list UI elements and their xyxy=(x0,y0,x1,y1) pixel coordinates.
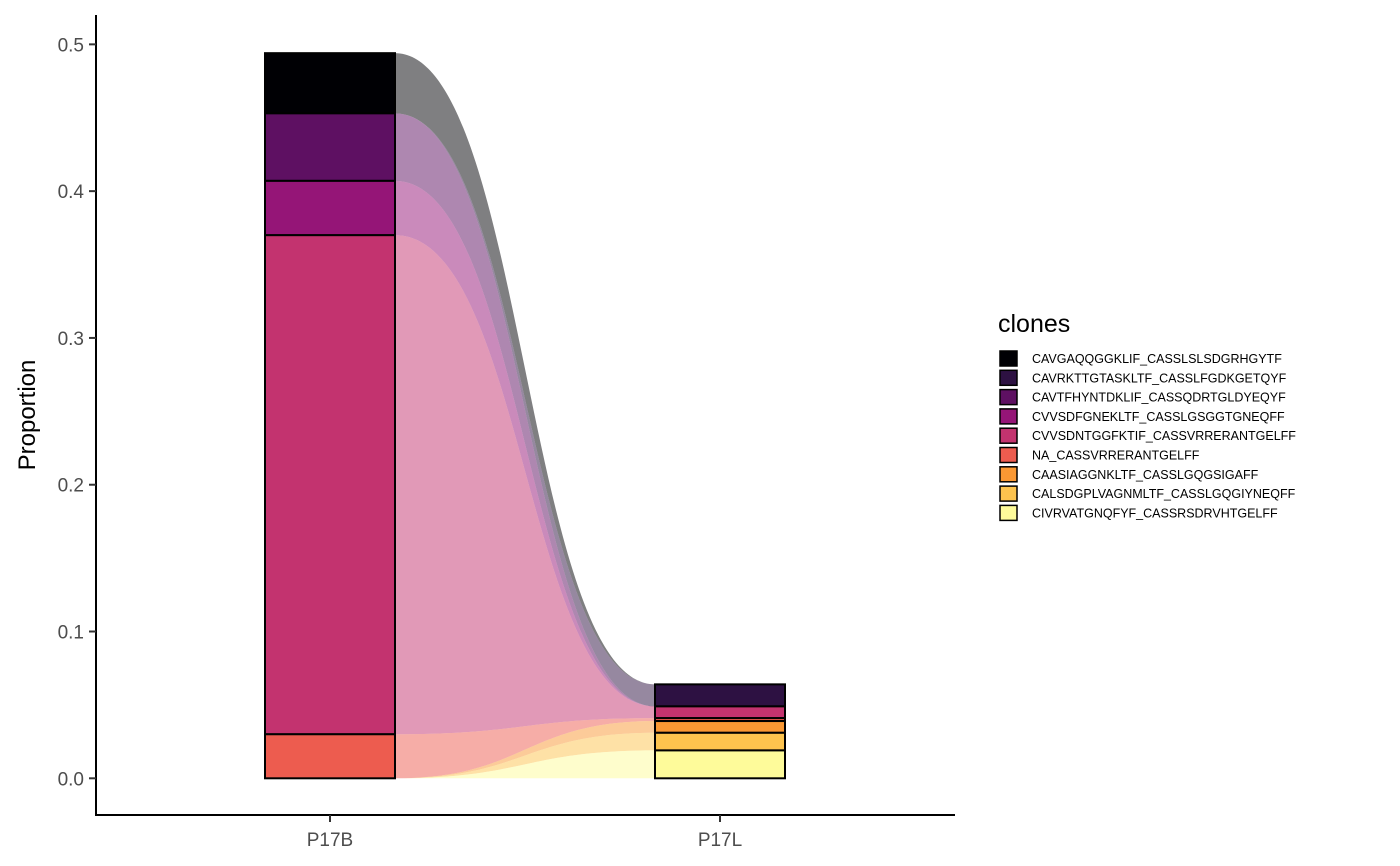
flow-cavgaqqggklif-casslslsdgrhgytf xyxy=(395,53,655,685)
y-tick-label: 0.4 xyxy=(58,182,85,203)
flow-calsdgplvagnmltf-casslgqgiyneqff xyxy=(395,732,655,779)
legend-items: CAVGAQQGGKLIF_CASSLSLSDGRHGYTF CAVRKTTGTA… xyxy=(999,350,1296,522)
legend-label-cavtfhyntdklif-cassqdrtgldyeqyf: CAVTFHYNTDKLIF_CASSQDRTGLDYEQYF xyxy=(1032,391,1286,405)
y-tick-label: 0.3 xyxy=(58,329,84,350)
legend-label-cavgaqqggklif-casslslsdgrhgytf: CAVGAQQGGKLIF_CASSLSLSDGRHGYTF xyxy=(1032,352,1282,366)
legend-swatch-cavrkttgtaskltf-casslfgdkgetqyf xyxy=(999,369,1018,387)
legend-swatch-civrvatgnqfyf-cassrsdrvhtgelff xyxy=(999,504,1018,522)
flow-bands xyxy=(395,53,655,779)
x-tick-label-p17l: P17L xyxy=(698,830,742,851)
bar-p17b-cavgaqqggklif-casslslsdgrhgytf xyxy=(264,52,396,115)
bar-p17l-calsdgplvagnmltf-casslgqgiyneqff xyxy=(654,731,786,752)
legend-label-civrvatgnqfyf-cassrsdrvhtgelff: CIVRVATGNQFYF_CASSRSDRVHTGELFF xyxy=(1032,506,1278,520)
legend-swatch-caasiaggnkltf-casslgqgsigaff xyxy=(999,466,1018,483)
flow-cvvsdntggfktif-cassvrrerantgelff xyxy=(395,235,655,735)
legend-swatch-cvvsdntggfktif-cassvrrerantgelff xyxy=(999,427,1018,444)
flow-caasiaggnkltf-casslgqgsigaff xyxy=(395,721,655,779)
flow-civrvatgnqfyf-cassrsdrvhtgelff xyxy=(395,750,655,779)
legend-label-caasiaggnkltf-casslgqgsigaff: CAASIAGGNKLTF_CASSLGQGSIGAFF xyxy=(1032,468,1259,482)
y-tick-label: 0.0 xyxy=(58,769,84,790)
y-ticks: 0.0 0.1 0.2 0.3 0.4 0.5 xyxy=(58,35,96,790)
bar-p17l-caasiaggnkltf-casslgqgsigaff xyxy=(654,720,786,734)
flow-na-cassvrrerantgelff xyxy=(395,718,655,779)
bar-p17l-cvvsdntggfktif-cassvrrerantgelff xyxy=(654,705,786,720)
bar-p17l-cavrkttgtaskltf-casslfgdkgetqyf xyxy=(654,683,786,708)
legend-swatch-na-cassvrrerantgelff xyxy=(999,446,1018,464)
legend-swatch-cavgaqqggklif-casslslsdgrhgytf xyxy=(999,350,1018,367)
flow-cvvsdfgnekltf-casslgsggtgneqff xyxy=(395,180,655,707)
legend-swatch-calsdgplvagnmltf-casslgqgiyneqff xyxy=(999,485,1018,502)
bar-p17b-cvvsdntggfktif-cassvrrerantgelff xyxy=(264,234,396,736)
axes: 0.0 0.1 0.2 0.3 0.4 0.5 P17B P17L Proportion xyxy=(14,15,955,851)
x-tick-label-p17b: P17B xyxy=(307,830,353,851)
bar-p17l-civrvatgnqfyf-cassrsdrvhtgelff xyxy=(654,749,786,780)
legend-swatch-cvvsdfgnekltf-casslgsggtgneqff xyxy=(999,408,1018,425)
legend-label-cvvsdfgnekltf-casslgsggtgneqff: CVVSDFGNEKLTF_CASSLGSGGTGNEQFF xyxy=(1032,410,1285,424)
y-axis-title: Proportion xyxy=(14,360,41,471)
bar-p17b-cavtfhyntdklif-cassqdrtgldyeqyf xyxy=(264,112,396,182)
bar-p17b-cvvsdfgnekltf-casslgsggtgneqff xyxy=(264,179,396,237)
y-tick-label: 0.1 xyxy=(58,623,84,644)
bar-p17b-na-cassvrrerantgelff xyxy=(264,733,396,780)
legend-swatch-cavtfhyntdklif-cassqdrtgldyeqyf xyxy=(999,388,1018,406)
x-ticks: P17B P17L xyxy=(307,815,742,851)
legend-label-cavrkttgtaskltf-casslfgdkgetqyf: CAVRKTTGTASKLTF_CASSLFGDKGETQYF xyxy=(1032,371,1287,385)
legend-title: clones xyxy=(998,310,1070,338)
y-tick-label: 0.2 xyxy=(58,476,84,497)
stacked-bars xyxy=(264,52,786,780)
legend-label-na-cassvrrerantgelff: NA_CASSVRRERANTGELFF xyxy=(1032,449,1200,463)
legend: clones CAVGAQQGGKLIF_CASSLSLSDGRHGYTFCAV… xyxy=(998,310,1296,522)
legend-label-cvvsdntggfktif-cassvrrerantgelff: CVVSDNTGGFKTIF_CASSVRRERANTGELFF xyxy=(1032,429,1296,443)
legend-label-calsdgplvagnmltf-casslgqgiyneqff: CALSDGPLVAGNMLTF_CASSLGQGIYNEQFF xyxy=(1032,487,1296,501)
y-tick-label: 0.5 xyxy=(58,35,84,56)
flow-cavtfhyntdklif-cassqdrtgldyeqyf xyxy=(395,113,655,707)
